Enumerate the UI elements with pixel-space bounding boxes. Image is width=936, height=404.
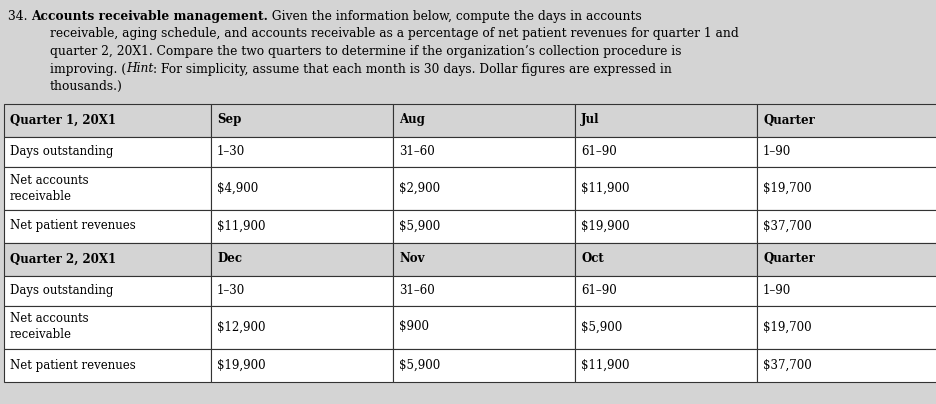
Text: Quarter 2, 20X1: Quarter 2, 20X1 bbox=[10, 252, 116, 265]
Text: improving. (: improving. ( bbox=[50, 63, 126, 76]
Text: Days outstanding: Days outstanding bbox=[10, 145, 113, 158]
Bar bbox=[393, 103, 575, 137]
Bar bbox=[757, 103, 936, 137]
Bar bbox=[4, 137, 211, 166]
Bar bbox=[757, 137, 936, 166]
Text: 1–30: 1–30 bbox=[217, 145, 245, 158]
Bar bbox=[393, 305, 575, 349]
Text: Sep: Sep bbox=[217, 114, 241, 126]
Bar bbox=[575, 210, 757, 242]
Text: Aug: Aug bbox=[399, 114, 425, 126]
Text: receivable, aging schedule, and accounts receivable as a percentage of net patie: receivable, aging schedule, and accounts… bbox=[50, 27, 739, 40]
Text: $37,700: $37,700 bbox=[763, 358, 812, 372]
Bar bbox=[4, 276, 211, 305]
Bar bbox=[211, 137, 393, 166]
Text: Quarter: Quarter bbox=[763, 114, 815, 126]
Bar bbox=[211, 349, 393, 381]
Text: Quarter 1, 20X1: Quarter 1, 20X1 bbox=[10, 114, 116, 126]
Text: $19,900: $19,900 bbox=[581, 219, 630, 232]
Text: $12,900: $12,900 bbox=[217, 320, 266, 333]
Text: $11,900: $11,900 bbox=[217, 219, 266, 232]
Bar bbox=[575, 305, 757, 349]
Text: 61–90: 61–90 bbox=[581, 145, 617, 158]
Bar bbox=[575, 166, 757, 210]
Text: $900: $900 bbox=[399, 320, 429, 333]
Text: $2,900: $2,900 bbox=[399, 181, 440, 194]
Text: Nov: Nov bbox=[399, 252, 425, 265]
Text: Dec: Dec bbox=[217, 252, 242, 265]
Bar bbox=[211, 242, 393, 276]
Bar bbox=[757, 166, 936, 210]
Text: $4,900: $4,900 bbox=[217, 181, 258, 194]
Text: $19,700: $19,700 bbox=[763, 320, 812, 333]
Bar bbox=[393, 137, 575, 166]
Text: $37,700: $37,700 bbox=[763, 219, 812, 232]
Text: 1–90: 1–90 bbox=[763, 145, 791, 158]
Bar bbox=[575, 276, 757, 305]
Bar bbox=[4, 210, 211, 242]
Bar bbox=[575, 242, 757, 276]
Bar bbox=[575, 103, 757, 137]
Text: thousands.): thousands.) bbox=[50, 80, 123, 93]
Text: Net patient revenues: Net patient revenues bbox=[10, 219, 136, 232]
Text: Net accounts
receivable: Net accounts receivable bbox=[10, 313, 89, 341]
Text: Accounts receivable management.: Accounts receivable management. bbox=[32, 10, 269, 23]
Text: $11,900: $11,900 bbox=[581, 358, 630, 372]
Text: 61–90: 61–90 bbox=[581, 284, 617, 297]
Bar bbox=[757, 349, 936, 381]
Bar bbox=[575, 349, 757, 381]
Text: $5,900: $5,900 bbox=[399, 219, 440, 232]
Text: : For simplicity, assume that each month is 30 days. Dollar figures are expresse: : For simplicity, assume that each month… bbox=[154, 63, 672, 76]
Text: Days outstanding: Days outstanding bbox=[10, 284, 113, 297]
Bar bbox=[211, 166, 393, 210]
Text: Net patient revenues: Net patient revenues bbox=[10, 358, 136, 372]
Text: $5,900: $5,900 bbox=[581, 320, 622, 333]
Bar bbox=[393, 349, 575, 381]
Bar bbox=[393, 210, 575, 242]
Bar bbox=[211, 210, 393, 242]
Bar bbox=[4, 166, 211, 210]
Text: $11,900: $11,900 bbox=[581, 181, 630, 194]
Text: $5,900: $5,900 bbox=[399, 358, 440, 372]
Bar bbox=[757, 305, 936, 349]
Text: Net accounts
receivable: Net accounts receivable bbox=[10, 173, 89, 202]
Text: $19,900: $19,900 bbox=[217, 358, 266, 372]
Bar bbox=[4, 242, 211, 276]
Text: quarter 2, 20X1. Compare the two quarters to determine if the organization’s col: quarter 2, 20X1. Compare the two quarter… bbox=[50, 45, 681, 58]
Text: 31–60: 31–60 bbox=[399, 284, 434, 297]
Text: $19,700: $19,700 bbox=[763, 181, 812, 194]
Text: 1–90: 1–90 bbox=[763, 284, 791, 297]
Bar bbox=[211, 103, 393, 137]
Bar bbox=[211, 305, 393, 349]
Bar bbox=[757, 242, 936, 276]
Text: Hint: Hint bbox=[126, 63, 154, 76]
Bar bbox=[4, 305, 211, 349]
Text: Quarter: Quarter bbox=[763, 252, 815, 265]
Text: Jul: Jul bbox=[581, 114, 599, 126]
Bar bbox=[757, 276, 936, 305]
Bar bbox=[393, 242, 575, 276]
Text: 31–60: 31–60 bbox=[399, 145, 434, 158]
Text: 1–30: 1–30 bbox=[217, 284, 245, 297]
Bar bbox=[757, 210, 936, 242]
Bar bbox=[393, 166, 575, 210]
Text: Oct: Oct bbox=[581, 252, 604, 265]
Bar bbox=[211, 276, 393, 305]
Bar bbox=[575, 137, 757, 166]
Text: 34.: 34. bbox=[8, 10, 32, 23]
Bar bbox=[4, 103, 211, 137]
Bar bbox=[4, 349, 211, 381]
Bar bbox=[393, 276, 575, 305]
Text: Given the information below, compute the days in accounts: Given the information below, compute the… bbox=[269, 10, 642, 23]
